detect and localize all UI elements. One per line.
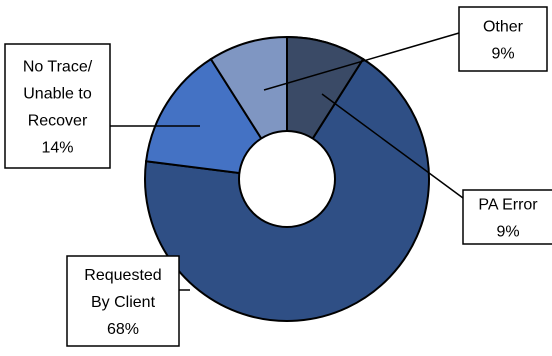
callout-pa-error: PA Error 9% <box>463 190 552 244</box>
callout-label-line: 9% <box>496 223 519 240</box>
callout-label-line: Recover <box>28 112 88 129</box>
callout-label-line: 68% <box>107 321 139 338</box>
doughnut-hole <box>239 131 335 227</box>
callout-label-line: By Client <box>91 294 156 311</box>
callout-label-line: Unable to <box>23 85 92 102</box>
callout-no-trace-unable-to-recover: No Trace/Unable to Recover 14% <box>5 44 110 168</box>
callout-label-line: 14% <box>41 139 73 156</box>
callout-label-line: Other <box>483 18 524 35</box>
callout-other: Other 9% <box>459 7 547 71</box>
callout-label-line: Requested <box>84 267 161 284</box>
callout-label-line: PA Error <box>478 196 538 213</box>
callout-requested-by-client: Requested By Client 68% <box>67 256 179 346</box>
callout-label-line: No Trace/ <box>23 58 93 75</box>
callout-label-line: 9% <box>491 45 514 62</box>
